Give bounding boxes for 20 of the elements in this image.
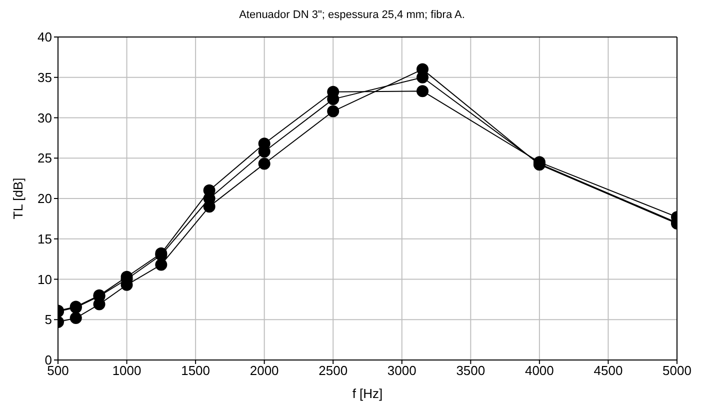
y-tick-label: 35 <box>38 70 52 85</box>
x-tick-label: 4500 <box>594 363 623 378</box>
y-tick-label: 20 <box>38 191 52 206</box>
x-tick-label: 4000 <box>524 363 554 378</box>
y-tick-label: 10 <box>38 272 52 287</box>
x-tick-label: 5000 <box>662 363 692 378</box>
x-tick-label: 2500 <box>318 363 348 378</box>
x-tick-label: 3000 <box>387 363 416 378</box>
x-axis-title: f [Hz] <box>352 386 383 401</box>
y-tick-label: 5 <box>44 312 52 328</box>
y-axis-title: TL [dB] <box>10 178 26 220</box>
x-tick-label: 1500 <box>181 363 210 378</box>
x-tick-label: 3500 <box>456 363 486 378</box>
x-tick-label: 2000 <box>250 363 279 378</box>
y-tick-label: 30 <box>38 110 52 126</box>
chart-title: Atenuador DN 3"; espessura 25,4 mm; fibra A. <box>238 8 466 22</box>
y-tick-label: 25 <box>38 150 52 166</box>
x-tick-label: 1000 <box>112 363 142 378</box>
y-tick-label: 15 <box>38 231 52 246</box>
y-tick-label: 40 <box>38 30 52 45</box>
